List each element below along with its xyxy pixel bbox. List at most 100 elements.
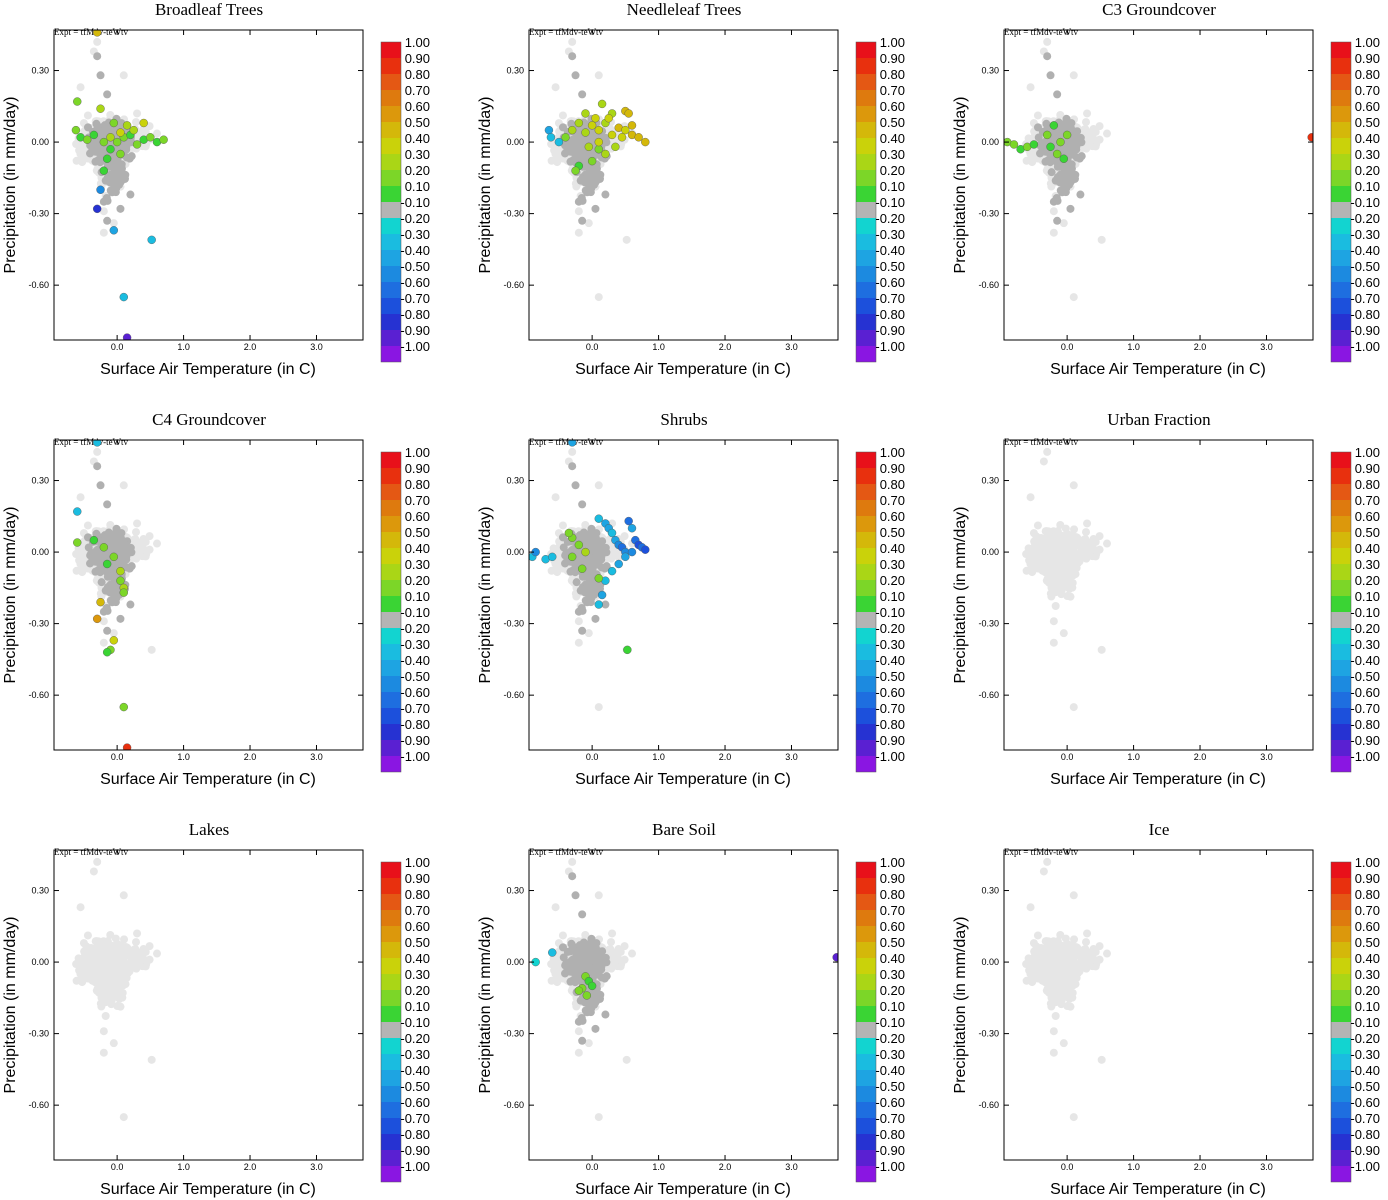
scatter-point-background [1092, 136, 1101, 145]
scatter-point-neutral [96, 71, 105, 80]
scatter-point-neutral [96, 481, 105, 490]
colorbar-label: -0.20 [400, 621, 430, 636]
colorbar-swatch [856, 74, 876, 90]
scatter-point [109, 118, 119, 128]
scatter-point-neutral [101, 176, 110, 185]
scatter-point-background [1033, 111, 1042, 120]
scatter-point [132, 140, 142, 149]
colorbar-label: 0.50 [1355, 115, 1380, 130]
colorbar-swatch [381, 660, 401, 676]
colorbar-swatch [1331, 58, 1351, 74]
scatter-point [634, 133, 643, 142]
colorbar-swatch [381, 250, 401, 266]
scatter-point-neutral [93, 462, 102, 471]
scatter-point [139, 118, 148, 128]
colorbar-label: -0.70 [875, 291, 905, 306]
scatter-point-neutral [84, 543, 93, 552]
scatter-point-neutral [101, 123, 110, 132]
experiment-label: Expt = tfMdv-teWtv [529, 27, 604, 37]
colorbar-swatch [1331, 346, 1351, 362]
scatter-point-background [147, 645, 156, 654]
colorbar-swatch [381, 298, 401, 314]
scatter-point-background [551, 493, 560, 502]
colorbar-swatch [381, 90, 401, 106]
scatter-point-neutral [1053, 162, 1062, 171]
colorbar-swatch [381, 628, 401, 644]
scatter-point-background [153, 129, 162, 138]
y-tick-label: -0.30 [978, 209, 999, 219]
colorbar-swatch [856, 234, 876, 250]
colorbar-swatch [381, 452, 401, 468]
scatter-point [106, 133, 115, 142]
scatter-point-neutral [112, 165, 121, 174]
colorbar-swatch [1331, 42, 1351, 58]
colorbar-label: 0.90 [405, 51, 430, 66]
scatter-point-neutral [592, 171, 601, 180]
colorbar-label: -0.80 [875, 307, 905, 322]
colorbar-swatch [1331, 74, 1351, 90]
colorbar-label: -0.90 [400, 323, 430, 338]
scatter-point [119, 588, 128, 597]
scatter-point-neutral [99, 197, 108, 206]
scatter-point-neutral [103, 216, 112, 225]
scatter-point [581, 109, 590, 118]
y-tick-label: 0.00 [31, 547, 49, 557]
scatter-point-background [568, 37, 577, 46]
y-tick-label: 0.00 [31, 137, 49, 147]
colorbar-swatch [381, 266, 401, 282]
colorbar-frame [855, 41, 877, 363]
colorbar-swatch [381, 692, 401, 708]
scatter-point-background [133, 519, 142, 528]
colorbar-swatch [1331, 266, 1351, 282]
scatter-point [147, 235, 156, 245]
y-axis-label: Precipitation (in mm/day) [952, 97, 969, 274]
colorbar-swatch [1331, 282, 1351, 298]
scatter-point [627, 121, 637, 130]
scatter-point [571, 166, 580, 175]
colorbar-swatch [381, 644, 401, 660]
scatter-point-neutral [1067, 171, 1076, 180]
scatter-point-neutral [1053, 90, 1062, 99]
scatter-point [116, 149, 125, 159]
colorbar-swatch [1331, 90, 1351, 106]
scatter-point-neutral [116, 614, 125, 623]
colorbar-label: 1.00 [405, 35, 430, 50]
scatter-point-neutral [122, 563, 131, 572]
plot-frame [53, 29, 364, 341]
scatter-point-neutral [116, 178, 125, 187]
scatter-point [96, 104, 105, 113]
colorbar-label: 0.50 [880, 115, 905, 130]
scatter-point-background [1084, 134, 1093, 143]
colorbar-swatch [856, 90, 876, 106]
y-tick-label: -0.30 [28, 209, 49, 219]
points-layer [72, 440, 162, 750]
colorbar-swatch [381, 170, 401, 186]
scatter-point-neutral [94, 558, 103, 567]
colorbar-label: 0.10 [405, 179, 430, 194]
scatter-point-background [558, 111, 567, 120]
scatter-point [116, 576, 125, 585]
colorbar-swatch [1331, 298, 1351, 314]
scatter-point-neutral [116, 204, 125, 213]
scatter-point [1042, 130, 1052, 140]
scatter-point [574, 118, 584, 128]
scatter-point-background [142, 546, 151, 555]
scatter-point-background [622, 235, 631, 244]
scatter-point-background [572, 182, 581, 191]
colorbar-label: -0.60 [1350, 275, 1380, 290]
scatter-point [106, 145, 115, 154]
colorbar-label: -1.00 [400, 339, 430, 354]
colorbar-label: 0.50 [405, 525, 430, 540]
scatter-point-background [1059, 219, 1068, 228]
colorbar-swatch [381, 724, 401, 740]
colorbar-swatch [381, 756, 401, 772]
scatter-point [1049, 121, 1059, 130]
scatter-point-background [106, 520, 115, 529]
scatter-point-background [93, 447, 102, 456]
colorbar-label: 1.00 [405, 445, 430, 460]
colorbar-swatch [381, 154, 401, 170]
scatter-point [611, 142, 620, 152]
scatter-point [1059, 154, 1069, 163]
scatter-point [73, 538, 82, 547]
